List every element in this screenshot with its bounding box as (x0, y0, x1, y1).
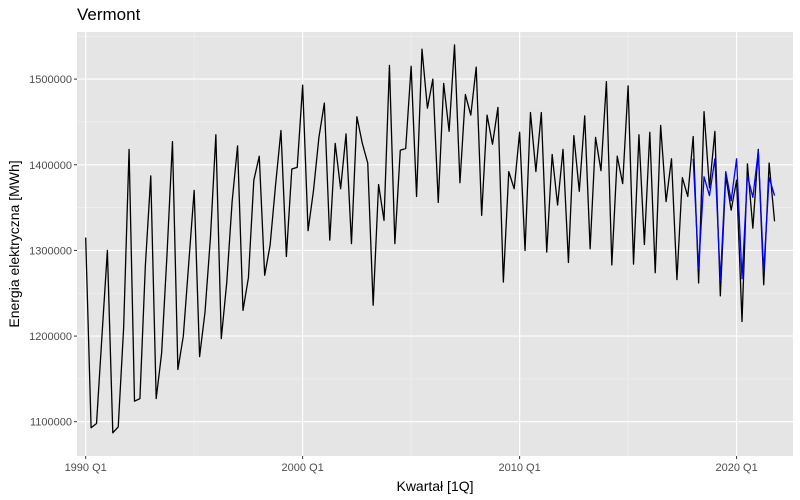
y-tick-label: 1300000 (29, 245, 72, 257)
x-tick-label: 2000 Q1 (282, 462, 324, 474)
x-tick-label: 2020 Q1 (715, 462, 757, 474)
y-tick-label: 1100000 (30, 417, 72, 429)
series-line-0 (85, 44, 776, 434)
chart-title: Vermont (77, 5, 141, 24)
series-layer (85, 44, 776, 434)
x-tick-label: 1990 Q1 (65, 462, 107, 474)
plot-panel (77, 32, 793, 456)
x-tick-label: 2010 Q1 (499, 462, 541, 474)
y-axis-title: Energia elektryczna [MWh] (6, 160, 22, 327)
y-tick-label: 1500000 (29, 74, 72, 86)
y-tick-label: 1200000 (29, 331, 72, 343)
series-line-1 (692, 150, 776, 282)
y-axis: 1100000 1200000 1300000 1400000 1500000 (29, 74, 77, 429)
x-axis: 1990 Q1 2000 Q1 2010 Q1 2020 Q1 (65, 456, 758, 474)
x-axis-title: Kwartał [1Q] (396, 478, 473, 494)
y-tick-label: 1400000 (29, 160, 72, 172)
